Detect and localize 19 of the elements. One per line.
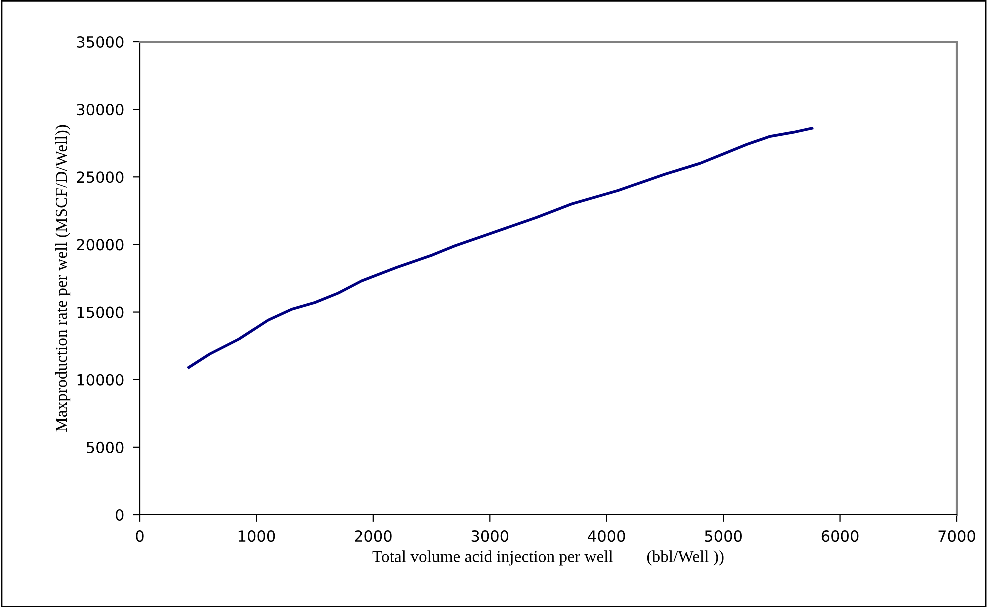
- y-tick-label: 30000: [77, 104, 124, 116]
- x-tick-label: 4000: [588, 530, 626, 542]
- y-tick-label: 25000: [77, 172, 124, 184]
- x-tick-label: 1000: [238, 530, 276, 542]
- y-tick-label: 0: [116, 509, 124, 522]
- y-tick-label: 5000: [87, 442, 124, 454]
- y-tick-label: 10000: [78, 374, 124, 386]
- x-tick-label: 2000: [355, 530, 392, 542]
- x-tick-label: 6000: [822, 530, 859, 542]
- x-tick-label: 7000: [938, 530, 976, 542]
- line-series: [188, 127, 814, 370]
- y-tick-label: 35000: [77, 36, 124, 48]
- y-tick-label: 20000: [77, 239, 124, 251]
- x-tick-label: 0: [136, 530, 144, 542]
- y-tick-label: 15000: [78, 306, 124, 318]
- x-axis-title: Total volume acid injection per well (bbl/Well )): [372, 550, 724, 566]
- x-tick-label: 5000: [705, 530, 742, 542]
- x-tick-label: 3000: [472, 530, 509, 542]
- y-axis-title: Maxproduction rate per well (MSCF/D/Well)): [55, 125, 71, 432]
